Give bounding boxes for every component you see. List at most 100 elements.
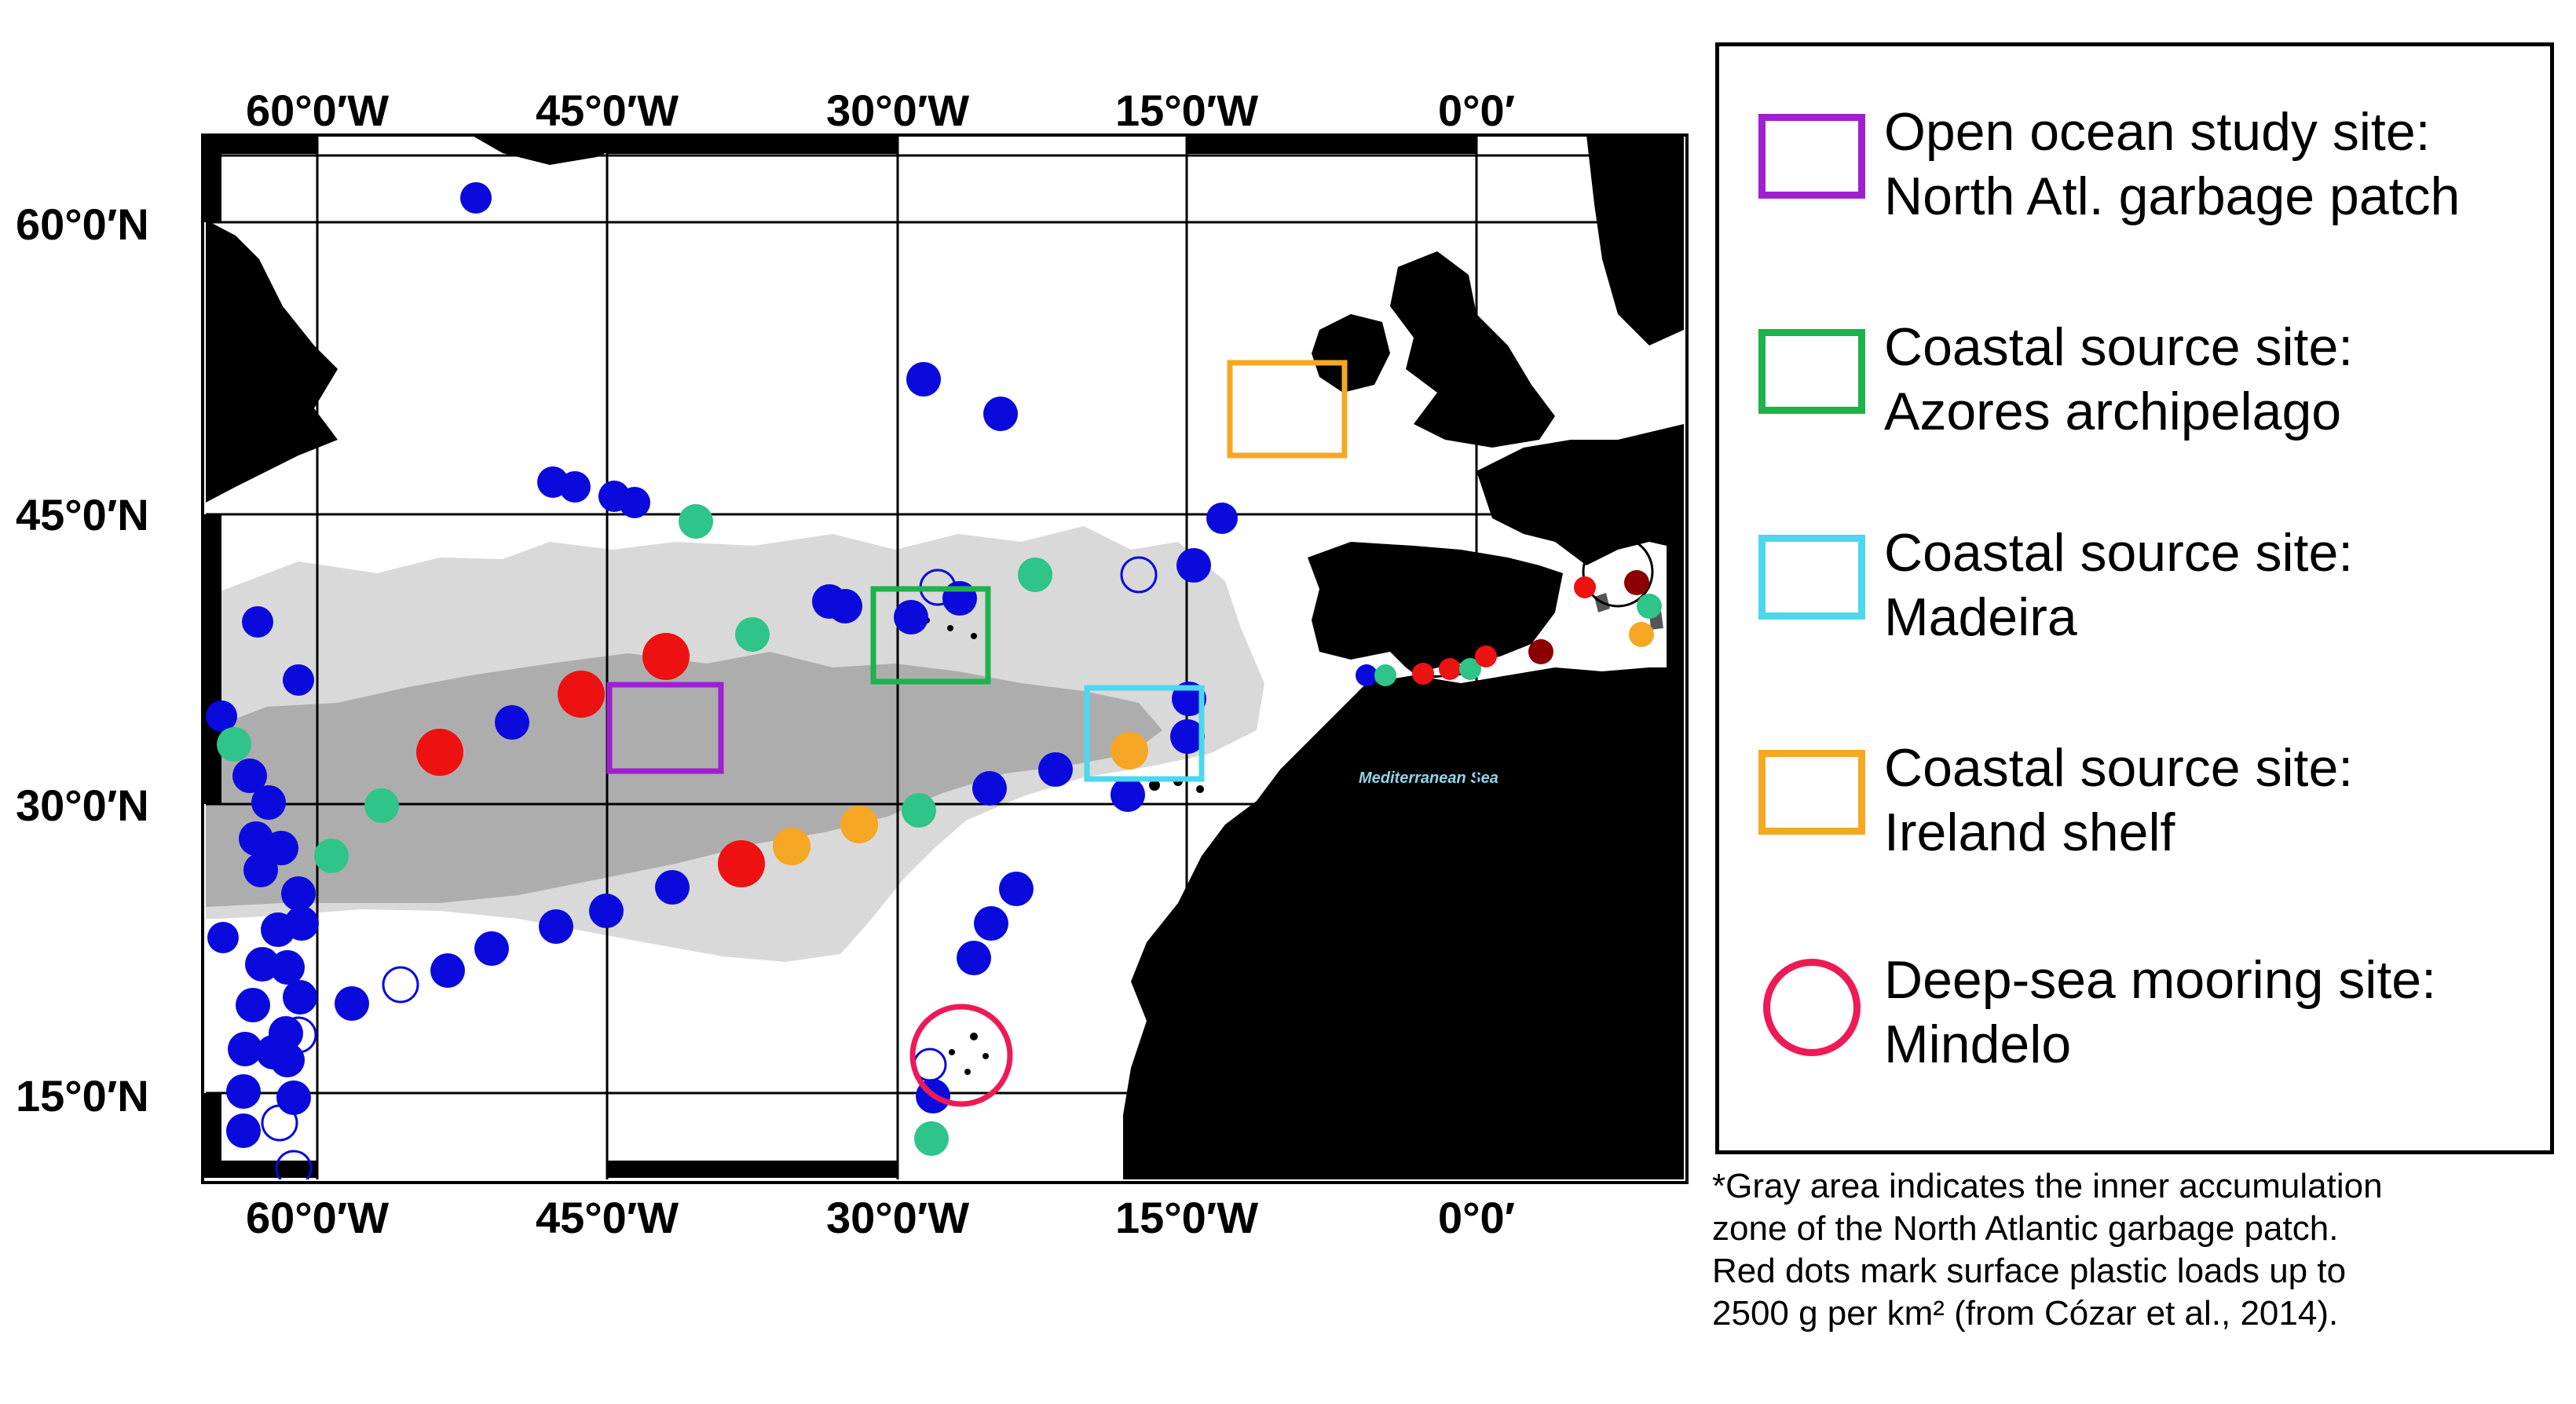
lat-label-45n: 45°0′N	[16, 490, 149, 539]
mediterranean-sea-label: Mediterranean Sea	[1359, 770, 1498, 787]
madeira-site-box	[1084, 685, 1205, 782]
blue-sample-dot	[828, 589, 862, 623]
legend-line: Open ocean study site:	[1884, 102, 2431, 162]
orange-sample-dot	[1111, 732, 1148, 770]
orange-sample-dot	[773, 828, 810, 865]
legend-line: Azores archipelago	[1884, 382, 2342, 441]
footnote-line: 2500 g per km² (from Cózar et al., 2014)…	[1712, 1294, 2339, 1333]
azores-island	[947, 625, 953, 631]
great-britain	[1390, 251, 1555, 448]
orange-sample-dot	[840, 806, 878, 843]
legend-swatch-cyan-square	[1758, 535, 1865, 620]
blue-sample-dot	[539, 909, 573, 944]
legend-text-ireland: Coastal source site: Ireland shelf	[1884, 736, 2353, 865]
land-masses	[206, 135, 1684, 1179]
study-site-markers	[606, 360, 1348, 1107]
blue-sample-dot	[382, 966, 419, 1004]
legend-text-madeira: Coastal source site: Madeira	[1884, 521, 2353, 649]
blue-sample-dot	[243, 853, 278, 887]
garbage-patch-site-box	[606, 682, 724, 774]
legend-item-mindelo: Deep-sea mooring site: Mindelo	[1719, 949, 2550, 1106]
cape-verde-island	[949, 1049, 955, 1055]
blue-sample-dot	[1120, 556, 1158, 594]
blue-sample-dot	[1111, 777, 1145, 812]
blue-sample-dot	[460, 182, 492, 214]
blue-sample-dot	[906, 362, 941, 397]
blue-sample-dot	[1356, 664, 1378, 686]
atlantic-map: 60°0′W 45°0′W 30°0′W 15°0′W 0°0′ 60°0′W …	[16, 86, 1689, 1242]
orange-sample-dot	[1629, 622, 1654, 647]
legend-line: Coastal source site:	[1884, 738, 2354, 798]
legend-line: Madeira	[1884, 587, 2077, 647]
green-sample-dot	[364, 788, 399, 823]
footnote-line: *Gray area indicates the inner accumulat…	[1712, 1167, 2383, 1205]
blue-sample-dot	[495, 705, 529, 740]
blue-sample-dot	[251, 785, 286, 820]
lon-label-bottom-15w: 15°0′W	[1115, 1193, 1258, 1242]
legend: Open ocean study site: North Atl. garbag…	[1715, 42, 2554, 1154]
red-sample-dot	[558, 671, 605, 718]
cape-verde-island	[970, 1033, 978, 1040]
mindelo-site-circle	[909, 1004, 1013, 1107]
blue-sample-dot	[264, 831, 298, 865]
canary-island	[1196, 785, 1204, 793]
green-sample-dot	[314, 839, 349, 873]
frame-ticks	[204, 137, 1684, 1178]
blue-sample-dot	[283, 980, 317, 1015]
blue-sample-dot	[261, 1104, 298, 1142]
graticule	[206, 135, 1684, 1179]
lon-label-bottom-60w: 60°0′W	[246, 1193, 389, 1242]
ireland-site-box	[1227, 360, 1348, 459]
blue-sample-dot	[276, 1080, 311, 1115]
lon-label-top-0: 0°0′	[1438, 86, 1515, 135]
blue-sample-dot	[430, 953, 465, 988]
green-sample-dot	[1018, 558, 1052, 592]
blue-sample-dot	[1176, 548, 1211, 583]
blue-sample-dot	[474, 931, 509, 966]
legend-text-garbage-patch: Open ocean study site: North Atl. garbag…	[1884, 100, 2460, 229]
top-longitude-labels: 60°0′W 45°0′W 30°0′W 15°0′W 0°0′	[246, 86, 1515, 135]
iberian-peninsula	[1308, 542, 1563, 679]
cape-verde-island	[964, 1069, 971, 1075]
blue-sample-dot	[1170, 719, 1205, 754]
blue-sample-dot	[619, 487, 650, 518]
legend-text-azores: Coastal source site: Azores archipelago	[1884, 315, 2353, 444]
red-sample-dot	[1412, 663, 1434, 685]
green-sample-dot	[217, 727, 251, 762]
blue-sample-dot	[1038, 752, 1073, 787]
blue-sample-dot	[226, 1113, 261, 1148]
blue-sample-dot	[206, 700, 237, 732]
ireland	[1312, 314, 1390, 393]
sample-dots	[206, 182, 1662, 1179]
blue-sample-dot	[589, 894, 624, 928]
africa	[1123, 667, 1684, 1179]
blue-sample-dot	[999, 872, 1034, 906]
blue-sample-dot	[228, 1032, 262, 1066]
blue-sample-dot	[226, 1074, 261, 1109]
green-sample-dot	[735, 617, 770, 652]
legend-item-ireland: Coastal source site: Ireland shelf	[1719, 737, 2550, 894]
green-sample-dot	[902, 793, 936, 828]
red-sample-dot	[718, 840, 765, 887]
blue-sample-dot	[270, 950, 305, 985]
legend-swatch-purple-square	[1758, 114, 1865, 199]
blue-sample-dot	[283, 664, 314, 696]
legend-line: Deep-sea mooring site:	[1884, 950, 2437, 1010]
lat-label-60n: 60°0′N	[16, 199, 149, 249]
darkred-sample-dot	[1528, 639, 1553, 664]
north-america	[206, 220, 338, 503]
legend-item-azores: Coastal source site: Azores archipelago	[1719, 316, 2550, 473]
legend-item-garbage-patch: Open ocean study site: North Atl. garbag…	[1719, 101, 2550, 258]
blue-sample-dot	[245, 947, 280, 982]
red-sample-dot	[1574, 576, 1596, 598]
lat-label-15n: 15°0′N	[16, 1071, 149, 1121]
red-sample-dot	[1475, 645, 1497, 667]
cape-verde-island	[982, 1053, 989, 1059]
legend-swatch-green-square	[1758, 329, 1865, 414]
blue-sample-dot	[236, 988, 270, 1022]
legend-swatch-orange-square	[1758, 750, 1865, 835]
legend-item-madeira: Coastal source site: Madeira	[1719, 522, 2550, 679]
green-sample-dot	[914, 1121, 949, 1156]
red-sample-dot	[642, 633, 690, 680]
lon-label-top-30w: 30°0′W	[826, 86, 969, 135]
